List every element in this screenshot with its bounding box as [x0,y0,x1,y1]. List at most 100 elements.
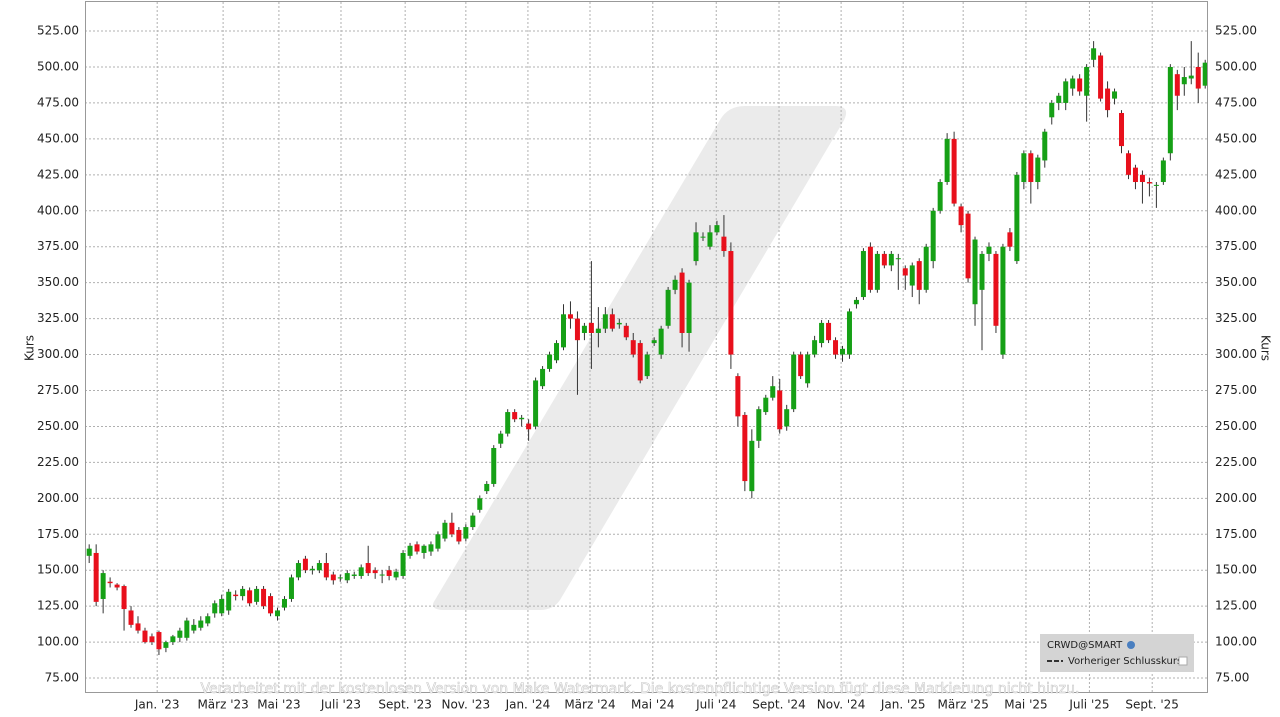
candle-body [470,515,476,528]
candle-body [491,448,497,484]
y2-tick-label: 525.00 [1215,24,1257,38]
candle-body [372,570,378,574]
legend-checkbox[interactable] [1178,656,1188,666]
candle-body [358,567,364,576]
candle-body [874,253,880,290]
legend-symbol: CRWD@SMART [1047,640,1123,651]
candle-body [261,588,267,607]
candle-body [846,311,852,355]
candle-body [547,354,553,369]
y2-tick-label: 475.00 [1215,95,1257,109]
candle-body [965,213,971,279]
candle-body [1195,66,1201,89]
candle-body [1028,153,1034,183]
candle-body [860,251,866,298]
candle-body [658,328,664,355]
candle-body [1181,77,1187,85]
candle-body [819,322,825,344]
candle-body [1160,160,1166,183]
candle-body [330,574,336,581]
candle-body [930,210,936,262]
candle-body [268,596,274,614]
candle-body [1119,112,1125,147]
candle-body [442,522,448,539]
candle-body [1132,167,1138,183]
candle-body [728,251,734,355]
candle-body [672,279,678,290]
candle-body [414,544,420,552]
candle-body [1167,66,1173,154]
candle-body [191,624,197,631]
candle-body [351,574,357,576]
candle-body [749,440,755,492]
candle-body [588,322,594,333]
candle-body [602,314,608,329]
y2-tick-label: 375.00 [1215,239,1257,253]
candle-body [567,314,573,319]
candle-body [840,348,846,355]
candle-body [484,483,490,492]
candle-body [805,354,811,384]
candle-body [477,498,483,510]
candle-body [784,409,790,427]
candle-body [519,417,525,420]
candle-body [365,563,371,574]
candle-body [1000,246,1006,355]
grid [85,2,1208,692]
candle-body [198,620,204,628]
y-tick-label: 500.00 [37,59,79,73]
candle-body [881,253,887,266]
candle-body [386,570,392,576]
y-tick-label: 275.00 [37,383,79,397]
candles [86,41,1208,656]
y2-tick-label: 425.00 [1215,167,1257,181]
candle-body [407,545,413,556]
candle-body [86,548,92,556]
y-tick-label: 325.00 [37,311,79,325]
y2-tick-label: 175.00 [1215,527,1257,541]
candle-body [533,380,539,427]
candle-body [93,552,99,602]
y2-tick-label: 225.00 [1215,455,1257,469]
candle-body [1112,91,1118,99]
candle-body [700,236,706,238]
candle-body [393,571,399,578]
candle-body [1035,157,1041,183]
legend [1040,634,1194,672]
candle-body [121,586,127,610]
candle-body [693,232,699,262]
candle-body [1146,182,1152,184]
candle-body [163,642,169,648]
candle-body [1139,174,1145,183]
x-tick-label: Jan. '25 [880,698,926,712]
y-tick-label: 475.00 [37,95,79,109]
x-tick-label: Juli '23 [320,698,361,712]
candle-body [902,268,908,276]
candle-body [107,581,113,584]
candle-body [958,206,964,226]
candle-body [1202,62,1208,86]
y-tick-label: 300.00 [37,347,79,361]
y2-tick-label: 100.00 [1215,635,1257,649]
candle-body [812,340,818,355]
candle-body [540,368,546,387]
candle-body [574,318,580,341]
candle-body [944,138,950,183]
candle-body [114,584,120,588]
y2-tick-label: 350.00 [1215,275,1257,289]
y2-tick-label: 200.00 [1215,491,1257,505]
candle-body [302,558,308,571]
candle-body [595,328,601,333]
candle-body [309,568,315,571]
y2-tick-label: 400.00 [1215,203,1257,217]
candle-body [630,340,636,355]
candle-body [323,563,329,578]
candle-body [560,314,566,348]
candle-body [149,636,155,643]
candle-body [616,322,622,325]
watermark-text: Verarbeitet mit der kostenlosen Version … [201,681,1080,697]
candle-body [184,620,190,638]
candle-body [400,552,406,576]
candle-body [512,412,518,420]
